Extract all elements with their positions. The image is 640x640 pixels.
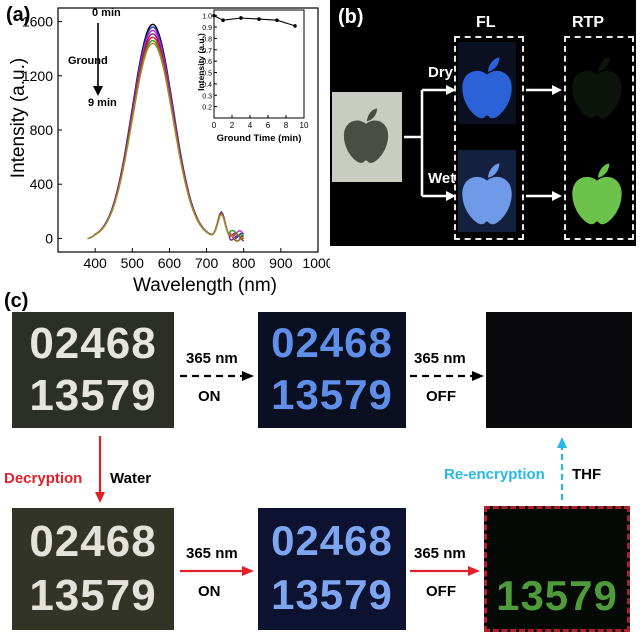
dry-label: Dry [428, 64, 454, 81]
inset-x-tick-label: 6 [266, 121, 271, 130]
x-tick-label: 800 [232, 255, 256, 271]
annot-9min: 9 min [88, 97, 117, 109]
photo-rtp-bottom: 13579 [484, 506, 630, 632]
fl-box [454, 36, 524, 240]
spectrum-series-6 [87, 42, 245, 242]
inset-point [257, 17, 261, 21]
digits-row1: 02468 [271, 517, 393, 564]
inset-y-tick-label: 0.3 [202, 93, 212, 100]
digits-row1: 02468 [29, 517, 157, 566]
digits-row2: 13579 [29, 571, 157, 620]
dry-rtp-arrow-head [552, 85, 562, 95]
x-tick-label: 500 [121, 255, 145, 271]
digits-row1: 02468 [29, 319, 157, 368]
spectrum-chart: 400 500 600 700 800 900 1000 0 400 800 1200 1600 Wa… [8, 7, 330, 296]
inset-y-tick-label: 0.5 [202, 71, 212, 78]
top-uv-label: 365 nm [186, 350, 238, 367]
dry-arrow-head [446, 85, 456, 95]
photo-ambient-bottom: 02468 13579 [12, 508, 174, 630]
top-on-label: ON [198, 388, 221, 405]
main-ylabel: Intensity (a.u.) [8, 58, 29, 178]
y-tick-label: 400 [30, 176, 54, 192]
inset-x-tick-label: 0 [212, 121, 217, 130]
inset-y-tick-label: 0.4 [202, 82, 212, 89]
bottom-off-label: OFF [426, 583, 456, 600]
digits-row2: 13579 [271, 571, 393, 618]
inset-point [221, 18, 225, 23]
inset-x-tick-label: 4 [248, 121, 253, 130]
inset-ylabel: Intensity (a.u.) [196, 33, 206, 91]
photo-uv-on-bottom: 02468 13579 [258, 508, 406, 630]
wet-rtp-arrow-head [552, 191, 562, 201]
inset-y-tick-label: 0.9 [202, 25, 212, 32]
decryption-label: Decryption [4, 470, 83, 487]
digits-row1: 02468 [271, 319, 393, 366]
reencryption-label: Re-encryption [444, 466, 545, 483]
rtp-box [564, 36, 634, 240]
y-tick-label: 800 [30, 122, 54, 138]
panel-c-label: (c) [4, 290, 29, 312]
bottom-on-label: ON [198, 583, 221, 600]
top-uv-label-2: 365 nm [414, 350, 466, 367]
branch-lines [404, 90, 424, 196]
inset-y-tick-label: 0.6 [202, 59, 212, 66]
wet-label: Wet [428, 170, 456, 187]
water-label: Water [110, 470, 152, 487]
x-tick-label: 1000 [302, 255, 330, 271]
ground-arrow-head [93, 86, 103, 96]
panel-a-label: (a) [6, 4, 31, 26]
x-tick-label: 700 [195, 255, 219, 271]
main-xlabel: Wavelength (nm) [133, 275, 277, 296]
inset-y-tick-label: 0.2 [202, 105, 212, 112]
x-tick-label: 400 [83, 255, 107, 271]
y-tick-label: 0 [45, 230, 53, 246]
main-ticks: 400 500 600 700 800 900 1000 0 400 800 1200 1600 [22, 14, 330, 271]
panel-b: (b) FL RTP Dry Wet [330, 0, 636, 246]
fl-heading: FL [476, 14, 496, 31]
inset-point [239, 16, 243, 20]
thf-label: THF [572, 466, 602, 483]
inset-frame [213, 9, 305, 119]
digits-row2: 13579 [271, 371, 393, 418]
bottom-uv-label-2: 365 nm [414, 545, 466, 562]
inset-point [275, 18, 279, 23]
inset-point [293, 24, 297, 28]
photo-uv-on-top: 02468 13579 [258, 312, 406, 428]
top-off-label: OFF [426, 388, 456, 405]
wet-arrow-head [446, 191, 456, 201]
photo-ambient-top: 02468 13579 [12, 312, 174, 428]
main-series [87, 23, 245, 242]
inset-x-tick-label: 8 [284, 121, 289, 130]
annot-0min: 0 min [92, 7, 121, 19]
bottom-uv-label: 365 nm [186, 545, 238, 562]
inset-y-tick-label: 0.7 [202, 48, 212, 55]
inset-x-tick-label: 10 [300, 121, 309, 130]
x-tick-label: 900 [269, 255, 293, 271]
panel-b-drawing [332, 42, 622, 232]
inset-x-tick-label: 2 [230, 121, 235, 130]
inset-y-tick-label: 1.0 [202, 14, 212, 21]
digits-row2-rtp: 13579 [496, 572, 618, 619]
x-tick-label: 600 [158, 255, 182, 271]
inset-point [212, 13, 216, 18]
y-tick-label: 1200 [22, 68, 53, 84]
panel-b-label: (b) [338, 6, 364, 28]
rtp-heading: RTP [572, 14, 604, 31]
y-tick-label: 1600 [22, 14, 53, 30]
photo-uv-off-top [486, 312, 632, 428]
inset-y-tick-label: 0.8 [202, 36, 212, 43]
inset-chart: 0 2 4 6 8 10 0.2 0.3 0.4 0.5 0.6 0.7 0.8 0.9 1.0 [202, 9, 309, 130]
annot-ground: Ground [68, 55, 108, 67]
inset-xlabel: Ground Time (min) [217, 133, 302, 144]
digits-row2: 13579 [29, 371, 157, 420]
